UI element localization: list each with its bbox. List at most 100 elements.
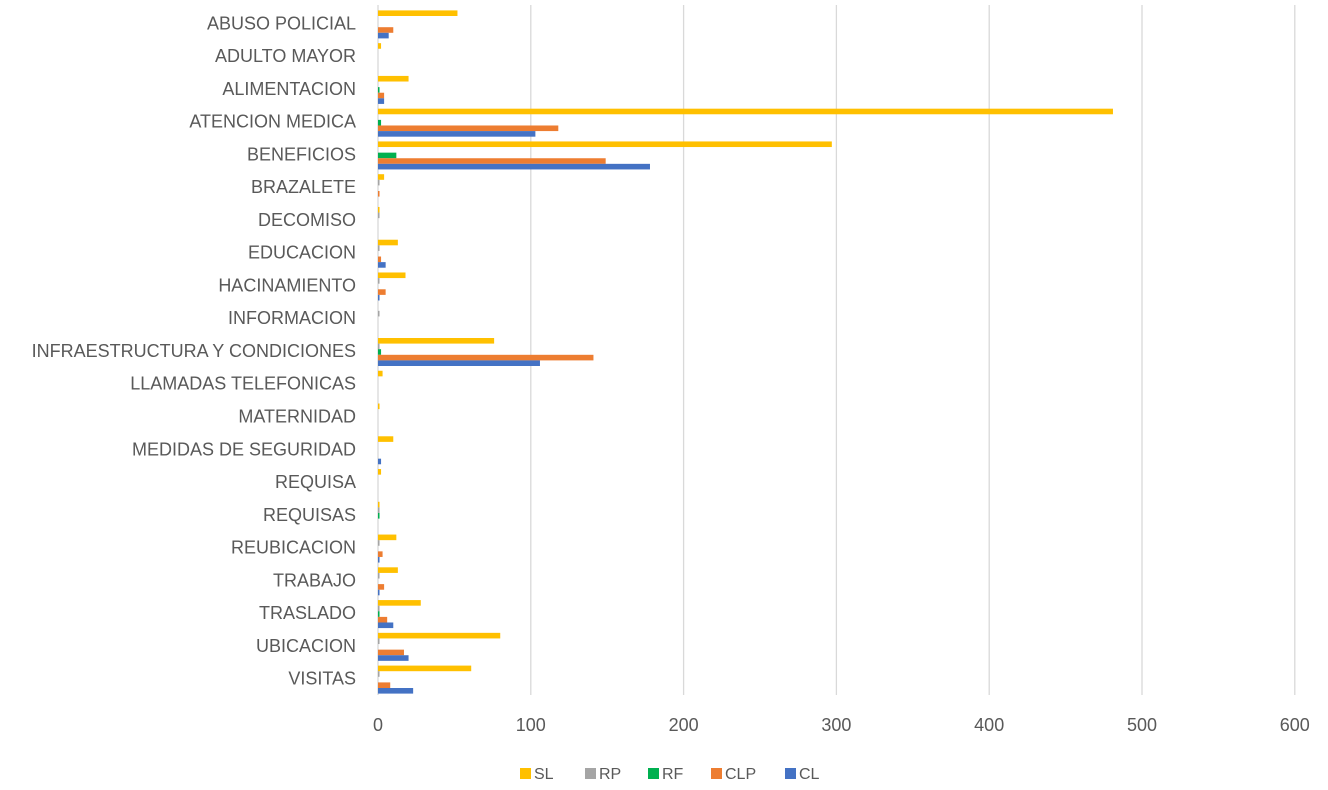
bar-sl-11 [378, 370, 383, 377]
legend-label: SL [534, 766, 554, 783]
legend-label: RP [599, 766, 621, 783]
bar-clp-10 [378, 354, 594, 361]
bar-clp-5 [378, 191, 380, 197]
bar-cl-4 [378, 163, 650, 170]
bar-sl-6 [378, 206, 380, 213]
category-label: MEDIDAS DE SEGURIDAD [132, 439, 356, 459]
bar-clp-19 [378, 649, 404, 656]
legend: SL RP RF CLP CL [520, 766, 820, 783]
bar-rf-10 [378, 349, 382, 355]
bar-cl-2 [378, 98, 385, 104]
category-label: HACINAMIENTO [218, 275, 356, 295]
bar-rp-10 [378, 343, 380, 350]
category-label: MATERNIDAD [238, 407, 356, 427]
bar-rp-7 [378, 245, 380, 251]
bar-rp-20 [378, 671, 380, 677]
bar-cl-13 [378, 458, 382, 465]
bar-cl-19 [378, 655, 409, 661]
x-tick-label: 0 [373, 715, 383, 735]
bar-rp-16 [378, 540, 380, 546]
bar-clp-20 [378, 682, 391, 688]
x-tick-label: 400 [974, 715, 1004, 735]
category-label: TRABAJO [273, 570, 356, 590]
legend-item-clp: CLP [711, 766, 756, 783]
bar-sl-2 [378, 75, 409, 82]
bar-rp-5 [378, 179, 380, 186]
bar-cl-17 [378, 589, 380, 596]
bar-clp-16 [378, 551, 383, 557]
bar-sl-20 [378, 665, 472, 672]
bar-cl-7 [378, 262, 386, 268]
bar-sl-16 [378, 534, 397, 541]
bar-cl-18 [378, 622, 394, 629]
bar-clp-4 [378, 158, 606, 164]
bar-sl-19 [378, 632, 501, 639]
legend-item-rp: RP [585, 766, 621, 783]
bar-rf-15 [378, 513, 380, 519]
legend-swatch [711, 768, 722, 779]
category-label: EDUCACION [248, 243, 356, 263]
bar-sl-14 [378, 469, 382, 475]
category-label: REUBICACION [231, 538, 356, 558]
bar-clp-18 [378, 616, 388, 623]
category-label: ADULTO MAYOR [215, 46, 356, 66]
legend-swatch [520, 768, 531, 779]
category-label: INFRAESTRUCTURA Y CONDICIONES [32, 341, 356, 361]
legend-item-cl: CL [785, 766, 820, 783]
bar-clp-2 [378, 92, 385, 99]
bar-clp-8 [378, 289, 386, 295]
bar-cl-8 [378, 294, 380, 301]
bar-clp-7 [378, 256, 382, 263]
bar-rp-8 [378, 278, 380, 284]
bar-sl-3 [378, 108, 1113, 115]
category-label: DECOMISO [258, 210, 356, 230]
bar-rp-18 [378, 605, 380, 612]
category-label: ALIMENTACION [222, 79, 356, 99]
bar-clp-17 [378, 584, 385, 590]
legend-item-sl: SL [520, 766, 554, 783]
bar-sl-5 [378, 174, 385, 180]
bar-cl-16 [378, 556, 380, 563]
category-label: UBICACION [256, 636, 356, 656]
bar-cl-20 [378, 688, 414, 694]
category-label: LLAMADAS TELEFONICAS [130, 374, 356, 394]
x-tick-label: 100 [516, 715, 546, 735]
legend-label: CLP [725, 766, 756, 783]
bar-cl-3 [378, 131, 536, 137]
bar-clp-0 [378, 27, 394, 33]
bar-rp-17 [378, 572, 380, 579]
bar-rf-18 [378, 611, 380, 617]
bar-rf-2 [378, 87, 380, 93]
bar-rp-6 [378, 212, 380, 219]
bar-rp-9 [378, 310, 380, 317]
category-label: INFORMACION [228, 308, 356, 328]
bar-sl-13 [378, 436, 394, 442]
bars [378, 10, 1113, 694]
category-labels: ABUSO POLICIAL ADULTO MAYOR ALIMENTACION AT… [32, 13, 356, 688]
legend-label: RF [662, 766, 684, 783]
bar-sl-4 [378, 141, 832, 148]
gridlines [377, 5, 1296, 695]
x-tick-label: 200 [669, 715, 699, 735]
bar-rf-3 [378, 119, 382, 126]
category-label: ATENCION MEDICA [189, 112, 356, 132]
bar-sl-1 [378, 43, 382, 49]
category-label: REQUISA [275, 472, 356, 492]
bar-sl-18 [378, 600, 421, 606]
bar-cl-0 [378, 32, 389, 39]
legend-swatch [785, 768, 796, 779]
legend-swatch [585, 768, 596, 779]
category-label: VISITAS [288, 669, 356, 689]
bar-cl-10 [378, 360, 540, 366]
legend-label: CL [799, 766, 820, 783]
bar-sl-10 [378, 338, 495, 344]
legend-swatch [648, 768, 659, 779]
category-label: ABUSO POLICIAL [207, 13, 356, 33]
x-tick-label: 600 [1280, 715, 1310, 735]
bar-sl-12 [378, 403, 380, 410]
bar-sl-17 [378, 567, 398, 573]
bar-rp-15 [378, 507, 380, 513]
category-label: TRASLADO [259, 603, 356, 623]
bar-sl-15 [378, 501, 380, 508]
